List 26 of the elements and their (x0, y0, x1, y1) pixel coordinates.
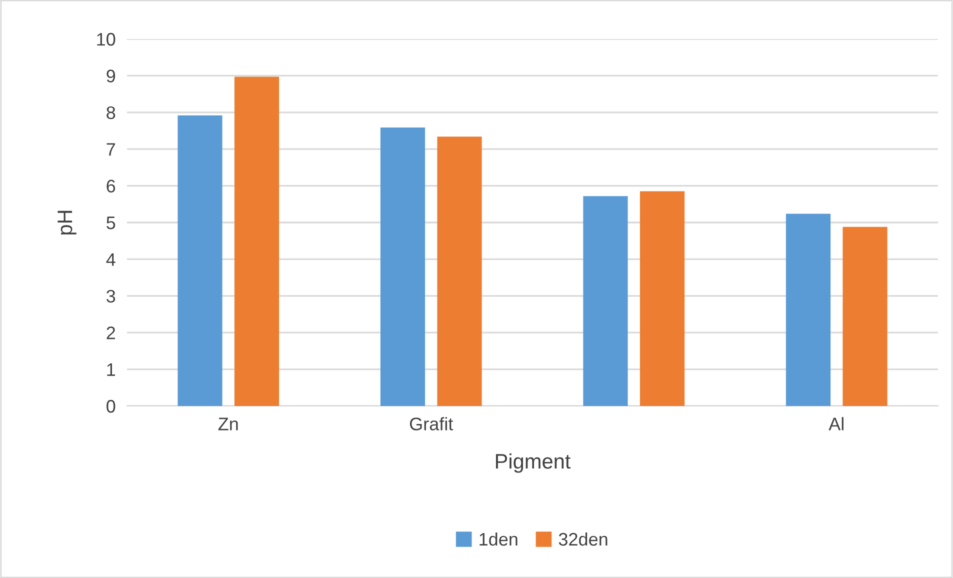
bar (437, 136, 482, 406)
legend-label: 32den (558, 532, 608, 546)
y-axis-title: pH (58, 210, 76, 234)
y-tick-label: 3 (106, 290, 116, 303)
y-tick-label: 0 (106, 400, 116, 413)
y-tick-label: 9 (106, 70, 116, 82)
y-tick-label: 5 (106, 216, 116, 230)
x-tick-label: Al (828, 417, 844, 430)
bar (583, 196, 628, 406)
legend-label: 1den (480, 532, 518, 546)
x-axis-title: Pigment (496, 453, 571, 473)
bar (178, 115, 222, 406)
bar (842, 226, 888, 406)
x-tick-label: Grafit (410, 417, 454, 430)
bar (234, 76, 280, 406)
x-tick-label: Zn (218, 418, 238, 430)
y-tick-label: 10 (97, 32, 116, 46)
bar (786, 214, 831, 406)
bar (640, 191, 685, 406)
y-tick-label: 8 (106, 106, 116, 120)
y-tick-label: 2 (106, 326, 115, 340)
y-tick-label: 7 (106, 143, 115, 156)
bar (380, 127, 426, 406)
y-tick-label: 4 (106, 253, 116, 266)
y-tick-label: 1 (107, 363, 116, 376)
y-tick-label: 6 (106, 180, 116, 193)
